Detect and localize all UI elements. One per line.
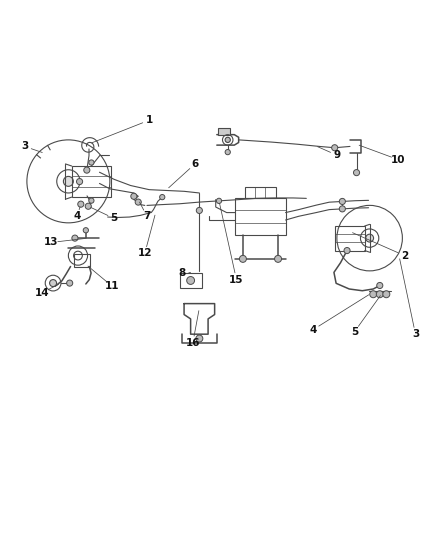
Circle shape: [370, 290, 377, 298]
Bar: [180, 272, 201, 288]
Circle shape: [376, 290, 383, 298]
Text: 15: 15: [229, 274, 244, 285]
Circle shape: [216, 198, 222, 204]
Circle shape: [383, 290, 390, 298]
Text: 1: 1: [145, 115, 153, 125]
Text: 5: 5: [110, 214, 118, 223]
Circle shape: [78, 201, 84, 207]
Text: 4: 4: [74, 211, 81, 221]
Circle shape: [339, 206, 346, 212]
Circle shape: [49, 280, 57, 287]
Circle shape: [240, 255, 247, 262]
Bar: [74, 254, 90, 266]
Circle shape: [187, 277, 194, 285]
Circle shape: [275, 255, 282, 262]
Text: 6: 6: [191, 159, 198, 169]
Circle shape: [85, 203, 92, 209]
Bar: [335, 226, 365, 251]
Circle shape: [72, 235, 78, 241]
Text: 14: 14: [35, 288, 49, 298]
Circle shape: [131, 193, 137, 199]
Circle shape: [196, 335, 203, 342]
Circle shape: [89, 198, 94, 203]
Circle shape: [67, 280, 73, 286]
Bar: [72, 166, 111, 197]
Bar: [245, 187, 276, 198]
Text: 5: 5: [351, 327, 358, 337]
Circle shape: [339, 198, 346, 205]
Circle shape: [196, 207, 202, 214]
Circle shape: [89, 160, 94, 165]
Text: 4: 4: [309, 325, 317, 335]
Circle shape: [135, 199, 141, 205]
Circle shape: [77, 179, 83, 184]
Circle shape: [225, 138, 230, 142]
Circle shape: [159, 195, 165, 200]
Text: 3: 3: [412, 329, 419, 339]
Text: 11: 11: [105, 281, 119, 291]
Circle shape: [353, 169, 360, 176]
Text: 2: 2: [401, 251, 408, 261]
Circle shape: [344, 247, 350, 254]
Text: 10: 10: [391, 155, 405, 165]
Circle shape: [377, 282, 383, 288]
Circle shape: [84, 167, 90, 173]
Circle shape: [225, 149, 230, 155]
Text: 13: 13: [44, 238, 58, 247]
Circle shape: [332, 144, 338, 151]
Text: 16: 16: [186, 338, 200, 348]
Text: 9: 9: [333, 150, 340, 160]
Circle shape: [83, 228, 88, 233]
Text: 7: 7: [143, 211, 151, 221]
Bar: [235, 198, 286, 235]
Circle shape: [64, 176, 73, 187]
Bar: [218, 128, 230, 135]
Circle shape: [366, 234, 374, 242]
Text: 12: 12: [138, 248, 152, 259]
Text: 8: 8: [178, 268, 186, 278]
Text: 3: 3: [21, 141, 28, 151]
